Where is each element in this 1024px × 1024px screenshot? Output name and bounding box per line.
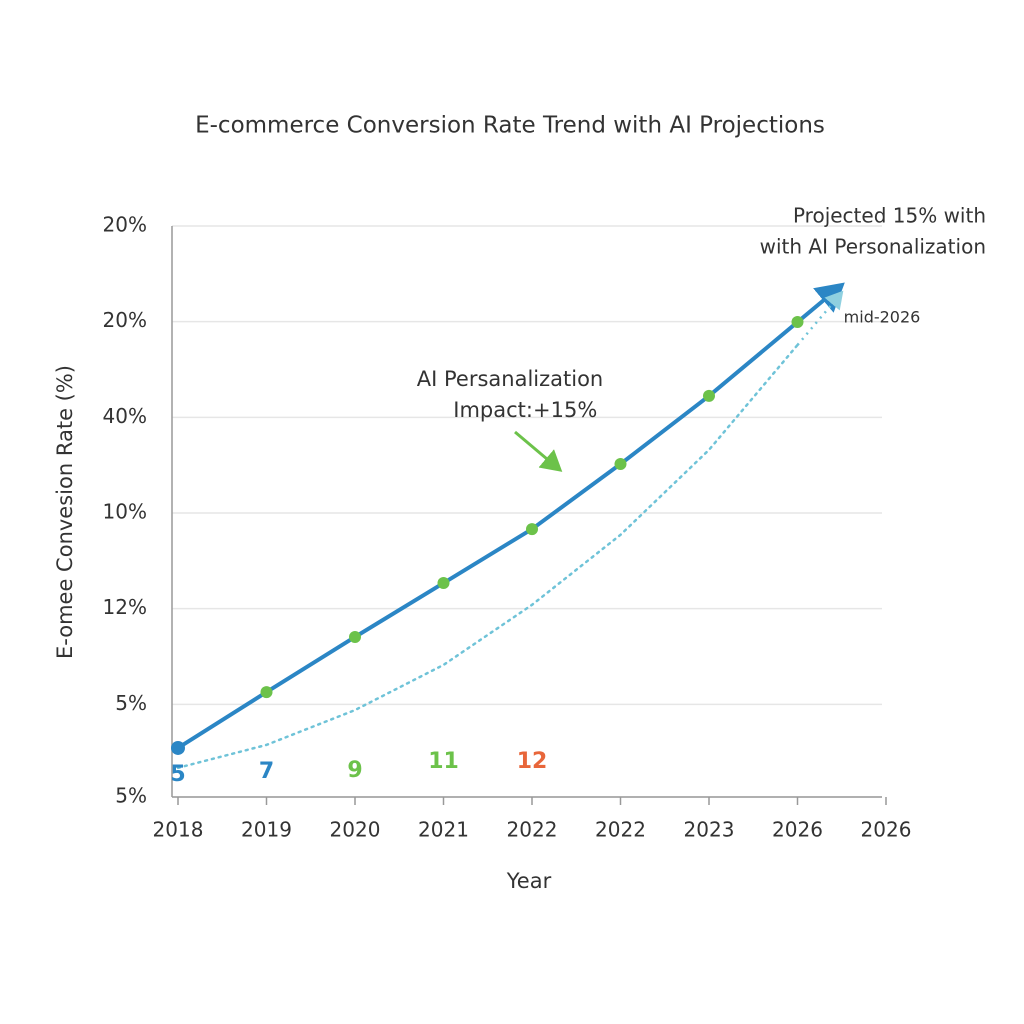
data-line (176, 343, 799, 770)
y-tick-label: 40% (103, 404, 147, 428)
annotation: mid-2026 (844, 308, 921, 327)
y-tick-label: 20% (103, 213, 147, 237)
data-point (703, 389, 715, 402)
y-tick-label: 5% (115, 691, 147, 715)
trend-arrow (796, 290, 844, 346)
x-tick-label: 2022 (595, 818, 646, 842)
annotation: with AI Personalization (760, 235, 986, 259)
annotation: Impact: (453, 398, 533, 422)
y-tick-label: 12% (103, 595, 147, 619)
annotation-value: +15% (533, 398, 597, 422)
x-tick-label: 2026 (772, 818, 823, 842)
x-axis-label: Year (506, 869, 552, 893)
annotation: AI Persanalization (417, 367, 603, 391)
x-tick-label: 2022 (507, 818, 558, 842)
point-label: 5 (170, 762, 185, 787)
plot-area: 5% 5% 12% 10% 40% 20% 20% 2018 2019 2020 2021 2022 2… (103, 213, 912, 842)
x-tick-label: 2026 (861, 818, 912, 842)
y-tick-label: 10% (103, 500, 147, 524)
x-tick-label: 2019 (241, 818, 292, 842)
data-line (176, 320, 800, 750)
x-tick-label: 2018 (153, 818, 204, 842)
x-tick-label: 2021 (418, 818, 469, 842)
data-point (437, 577, 450, 590)
x-tick-label: 2020 (330, 818, 381, 842)
y-tick-label: 5% (115, 784, 147, 808)
y-axis-label: E-omee Convesion Rate (%) (53, 365, 77, 659)
trend-arrow (796, 282, 845, 324)
data-point (260, 686, 273, 699)
annotation: Projected 15% with (793, 204, 986, 228)
data-point (614, 458, 627, 471)
point-label: 12 (517, 749, 548, 774)
data-point (791, 316, 804, 329)
chart-title: E-commerce Conversion Rate Trend with AI… (195, 113, 825, 139)
point-label: 7 (259, 759, 274, 784)
annotation-arrow (514, 430, 563, 472)
point-label: 11 (428, 749, 459, 774)
point-label: 9 (347, 758, 362, 783)
data-point (349, 630, 361, 643)
y-tick-label: 20% (103, 308, 147, 332)
data-point (526, 523, 538, 536)
data-point (171, 740, 185, 755)
x-tick-label: 2023 (684, 818, 735, 842)
